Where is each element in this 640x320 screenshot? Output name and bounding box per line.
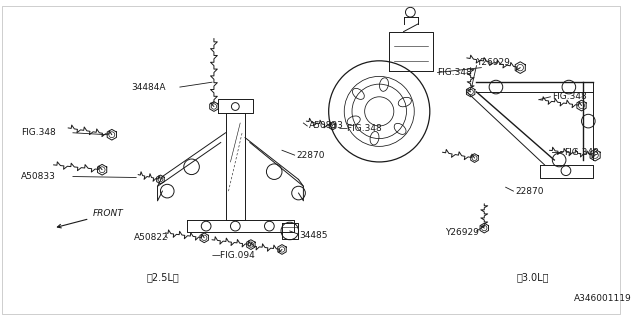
Text: 22870: 22870	[296, 151, 325, 160]
Text: A50833: A50833	[21, 172, 56, 181]
Text: FIG.348: FIG.348	[438, 68, 472, 77]
Text: 。3.0L〃: 。3.0L〃	[516, 272, 549, 282]
Text: FRONT: FRONT	[58, 209, 123, 228]
Text: FIG.348: FIG.348	[552, 92, 587, 101]
Text: —FIG.094: —FIG.094	[212, 251, 256, 260]
Text: —FIG.348: —FIG.348	[339, 124, 382, 133]
Text: 34485: 34485	[300, 231, 328, 240]
Text: FIG.348: FIG.348	[21, 128, 56, 137]
Text: FIG.348: FIG.348	[564, 148, 599, 157]
Text: Y26929: Y26929	[477, 58, 510, 67]
Text: A50833: A50833	[309, 122, 344, 131]
Text: A346001119: A346001119	[573, 293, 632, 303]
Text: 。2.5L〃: 。2.5L〃	[147, 272, 180, 282]
Text: Y26929: Y26929	[445, 228, 479, 237]
Text: 22870: 22870	[515, 187, 544, 196]
Text: 34484A: 34484A	[131, 83, 166, 92]
Text: A50822: A50822	[134, 233, 169, 242]
